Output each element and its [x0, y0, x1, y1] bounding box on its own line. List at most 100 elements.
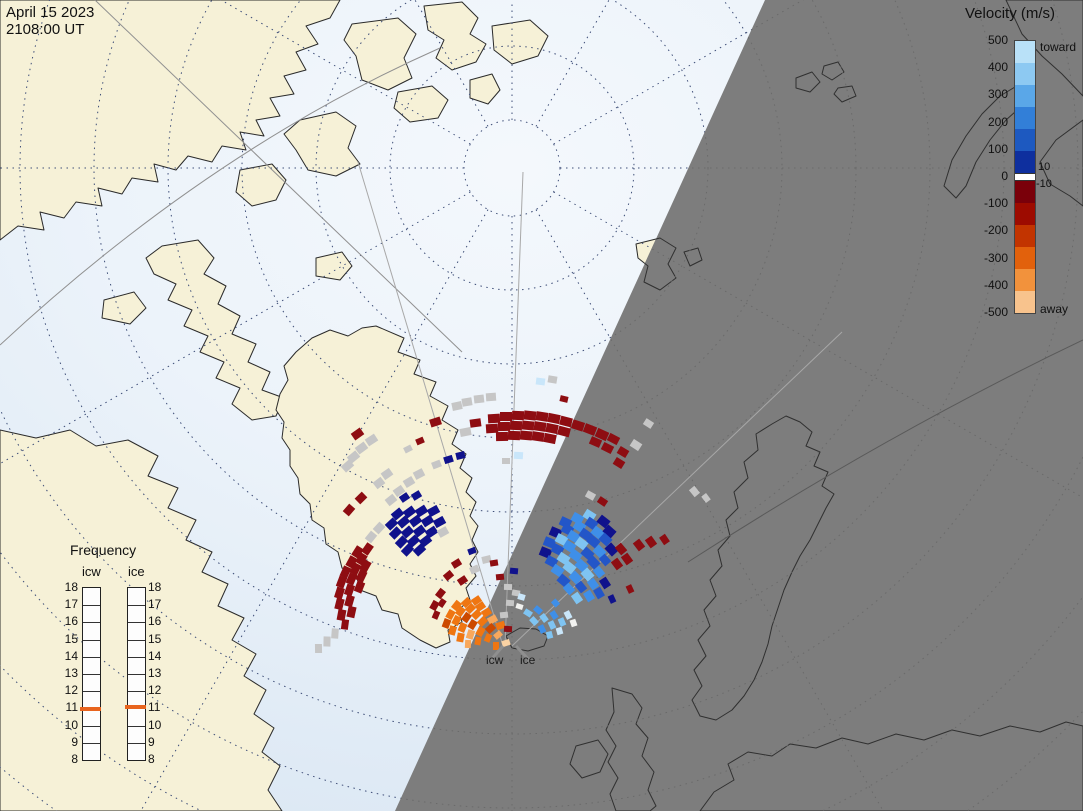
velocity-cell [354, 491, 368, 505]
velocity-cell [701, 493, 711, 503]
velocity-cell [415, 436, 425, 446]
frequency-tick-label: 14 [148, 648, 162, 663]
coastline-island [491, 19, 549, 65]
velocity-cell [600, 441, 615, 455]
frequency-bar-ice [127, 587, 146, 761]
velocity-cell [345, 572, 358, 586]
velocity-cell [355, 569, 368, 583]
velocity-cell [501, 457, 511, 465]
velocity-cell [632, 538, 646, 552]
velocity-cell [408, 514, 423, 528]
velocity-cell [345, 555, 358, 569]
date-label: April 15 2023 [6, 4, 95, 21]
velocity-cell [456, 575, 469, 586]
colorbar-tick-label: 300 [987, 87, 1008, 102]
frequency-tick-label: 13 [64, 666, 78, 680]
radar-site-label-icw: icw [486, 653, 504, 667]
frequency-tick-label: 8 [71, 752, 78, 766]
velocity-cell [503, 583, 513, 591]
radar-velocity-cells [314, 375, 711, 654]
colorbar-segment [1015, 129, 1035, 151]
coastline-siberia [1005, 0, 1083, 97]
velocity-cell [426, 504, 441, 518]
velocity-cell [476, 615, 489, 628]
velocity-cell [489, 559, 499, 567]
velocity-cell [574, 536, 589, 551]
velocity-cell [537, 624, 547, 634]
colorbar-tick-labels: 500 400 300 200 100 0 -100 -200 -300 -400 -500 [964, 0, 1008, 400]
velocity-cell [388, 526, 403, 540]
velocity-cell [688, 485, 701, 498]
velocity-cell [474, 636, 482, 646]
velocity-cell [519, 430, 533, 441]
velocity-cell [620, 552, 634, 566]
coastline-iceland [505, 627, 549, 652]
velocity-cell [542, 536, 557, 549]
colorbar-away-label: away [1040, 302, 1069, 316]
velocity-cell [511, 589, 521, 597]
velocity-cell [343, 583, 356, 597]
velocity-cell [394, 535, 409, 549]
velocity-cell [586, 555, 601, 570]
velocity-cell [507, 430, 521, 441]
frequency-rung [83, 656, 100, 658]
velocity-cell [351, 545, 364, 559]
velocity-cell [513, 451, 524, 460]
colorbar-segment [1015, 181, 1035, 203]
velocity-cell [441, 618, 452, 629]
velocity-cell [459, 427, 472, 437]
velocity-cell [467, 618, 478, 631]
velocity-cell [340, 619, 350, 630]
velocity-cell [361, 542, 374, 556]
velocity-cell [468, 564, 481, 575]
velocity-cell [568, 570, 583, 585]
velocity-cell [464, 602, 477, 615]
velocity-cell [410, 490, 423, 501]
velocity-cell [493, 630, 503, 640]
velocity-cell [547, 412, 561, 425]
velocity-cell [547, 620, 557, 630]
radar-fov-lines [357, 161, 843, 647]
colorbar-tick-label: 200 [987, 114, 1008, 129]
velocity-cell [442, 569, 455, 582]
velocity-cell [586, 577, 600, 591]
colorbar-segment [1015, 247, 1035, 269]
velocity-cell [487, 413, 501, 424]
colorbar-toward-label: toward [1040, 40, 1077, 54]
velocity-cell [614, 542, 628, 556]
velocity-cell [398, 492, 411, 503]
velocity-cell [346, 450, 361, 464]
velocity-cell [523, 410, 537, 421]
frequency-tick-label: 15 [148, 631, 162, 646]
frequency-tick-label: 10 [148, 717, 162, 732]
frequency-rung [83, 725, 100, 727]
velocity-cell [582, 423, 598, 436]
frequency-rung [128, 742, 145, 744]
colorbar-threshold-pos: 10 [1038, 161, 1051, 173]
velocity-cell [505, 599, 515, 607]
velocity-cell [447, 625, 458, 636]
coastline-britain [605, 687, 657, 811]
frequency-rung [128, 622, 145, 624]
frequency-rung [83, 742, 100, 744]
velocity-cell [483, 633, 493, 643]
velocity-cell [593, 586, 605, 600]
velocity-cell [562, 560, 577, 575]
velocity-cell [429, 599, 440, 612]
velocity-cell [495, 620, 506, 631]
frequency-tick-label: 14 [64, 648, 78, 663]
velocity-cell [346, 605, 357, 619]
velocity-cell [323, 636, 331, 647]
velocity-cell [469, 418, 482, 428]
velocity-cell [406, 534, 421, 548]
velocity-cell [545, 422, 559, 435]
coastline-island [683, 247, 703, 267]
frequency-tick-label: 17 [64, 597, 78, 612]
frequency-rung [83, 674, 100, 675]
velocity-cell [531, 431, 545, 442]
velocity-cell [499, 611, 509, 619]
velocity-cell [493, 642, 499, 650]
velocity-cell [604, 542, 619, 557]
velocity-cell [372, 521, 386, 535]
velocity-cell [535, 377, 546, 386]
